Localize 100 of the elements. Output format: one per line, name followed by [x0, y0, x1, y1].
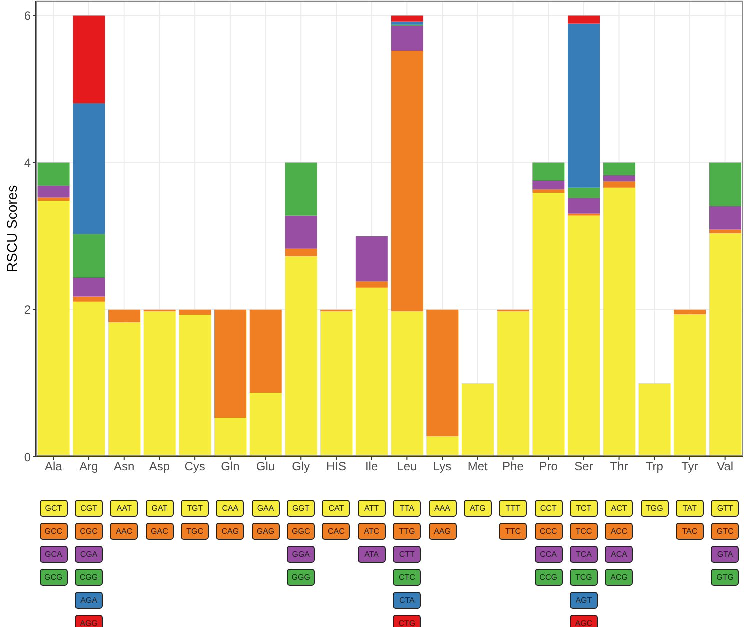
bar	[391, 51, 424, 312]
bar	[603, 162, 636, 176]
x-tick-label: Arg	[80, 460, 98, 474]
text: GGC	[287, 523, 316, 540]
bar	[603, 181, 636, 188]
text: CCT	[534, 500, 563, 517]
text: GGT	[287, 500, 316, 517]
y-tick-label: 4	[24, 156, 32, 170]
x-tick-label: Asp	[149, 460, 170, 474]
text: CAG	[216, 523, 244, 540]
text: CTC	[393, 569, 422, 586]
y-tick-label: 6	[24, 8, 32, 23]
bar	[356, 288, 388, 457]
bar	[532, 162, 565, 180]
x-tick-label: HIS	[326, 460, 346, 474]
bar	[285, 248, 318, 256]
text: GTC	[711, 523, 740, 540]
text: CAT	[322, 500, 350, 517]
x-tick-label: Phe	[502, 460, 524, 474]
text: CTA	[393, 592, 422, 609]
bar	[568, 198, 600, 214]
text: GAT	[146, 500, 174, 517]
text: GGA	[287, 546, 316, 563]
bar	[108, 322, 140, 457]
bar	[250, 393, 282, 457]
bar	[356, 236, 388, 282]
bar	[497, 311, 530, 457]
text: CAC	[322, 523, 350, 540]
text: CCC	[534, 523, 563, 540]
text: ATT	[358, 500, 386, 517]
bar	[250, 310, 282, 394]
x-tick-label: Ser	[574, 460, 594, 474]
bar	[568, 188, 600, 198]
bar	[426, 436, 459, 457]
bar	[179, 310, 212, 316]
x-tick-label: Asn	[114, 460, 135, 474]
bar	[73, 302, 106, 457]
bar	[38, 162, 70, 186]
bar	[214, 418, 247, 457]
bar	[568, 16, 600, 24]
bar	[674, 314, 706, 457]
bar	[532, 189, 565, 193]
text: GAC	[146, 523, 174, 540]
text: GCC	[40, 523, 68, 540]
bar	[568, 24, 600, 188]
text: CGG	[75, 569, 104, 586]
text: GTT	[711, 500, 740, 517]
y-tick-label: 0	[24, 450, 32, 464]
bar	[462, 383, 494, 457]
text: TTT	[499, 500, 528, 517]
bar	[73, 296, 106, 302]
text: GGG	[287, 569, 316, 586]
text: TGC	[181, 523, 210, 540]
bar	[603, 175, 636, 182]
bar	[709, 206, 742, 230]
text: AGC	[570, 615, 598, 627]
text: GCG	[40, 569, 68, 586]
text: ACG	[605, 569, 634, 586]
bar	[603, 188, 636, 457]
x-tick-label: Thr	[610, 460, 628, 474]
bar	[709, 230, 742, 234]
text: GAG	[252, 523, 280, 540]
bar	[285, 256, 318, 457]
bar	[285, 162, 318, 216]
bar	[144, 311, 176, 457]
text: ATC	[358, 523, 386, 540]
text: GTA	[711, 546, 740, 563]
y-axis-title: RSCU Scores	[4, 185, 20, 273]
text: GTG	[711, 569, 740, 586]
x-tick-label: Val	[717, 460, 734, 474]
bar	[356, 281, 388, 288]
text: TCA	[570, 546, 598, 563]
x-tick-label: Gln	[221, 460, 240, 474]
bar	[73, 103, 106, 234]
text: CCA	[534, 546, 563, 563]
text: TCG	[570, 569, 598, 586]
text: AAC	[110, 523, 138, 540]
text: TCC	[570, 523, 598, 540]
text: AAT	[110, 500, 138, 517]
x-tick-label: Trp	[646, 460, 664, 474]
bar	[532, 180, 565, 190]
bar	[320, 311, 353, 457]
text: TAC	[676, 523, 704, 540]
text: TAT	[676, 500, 704, 517]
x-tick-label: Lys	[433, 460, 452, 474]
bar	[568, 216, 600, 457]
bar	[108, 310, 140, 322]
text: TTG	[393, 523, 422, 540]
text: CGA	[75, 546, 104, 563]
y-tick-label: 2	[24, 303, 32, 318]
text: TGT	[181, 500, 210, 517]
bar	[285, 216, 318, 249]
bar	[38, 197, 70, 202]
text: TGG	[640, 500, 669, 517]
x-tick-label: Ala	[45, 460, 63, 474]
x-tick-label: Gly	[292, 460, 310, 474]
text: TTA	[393, 500, 422, 517]
text: CCG	[534, 569, 563, 586]
text: AAA	[428, 500, 457, 517]
bar	[391, 26, 424, 52]
